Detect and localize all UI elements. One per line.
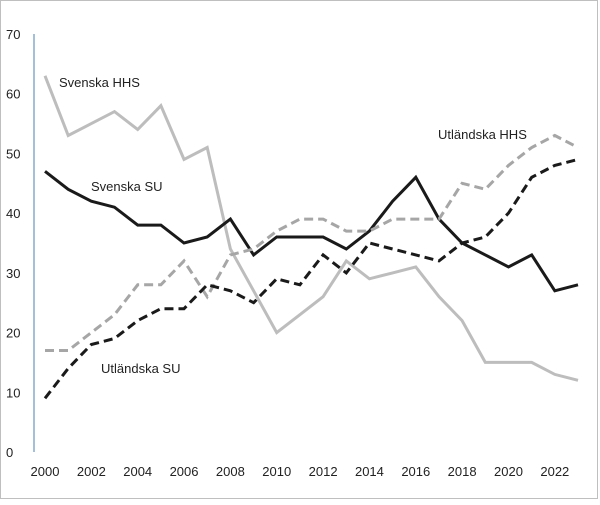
y-tick-label: 70 [6,27,20,42]
series-line-utlandska-su [43,157,579,400]
y-tick-label: 20 [6,326,20,341]
series-label: Utländska HHS [438,127,527,142]
y-tick-label: 40 [6,206,20,221]
y-tick-label: 30 [6,266,20,281]
series-line-utlandska-hhs [45,133,579,352]
x-tick-label: 2016 [401,464,430,479]
x-tick-label: 2004 [123,464,152,479]
series-label: Utländska SU [101,361,180,376]
x-tick-label: 2020 [494,464,523,479]
series-lines [43,75,579,400]
y-axis: 0 10 20 30 40 50 60 70 [6,27,35,460]
series-line-svenska-su [44,170,579,293]
series-label: Svenska HHS [59,75,140,90]
y-tick-label: 60 [6,87,20,102]
x-tick-label: 2006 [170,464,199,479]
x-tick-label: 2012 [309,464,338,479]
series-labels: Svenska HHS Svenska SU Utländska HHS Utländ… [59,75,527,376]
x-tick-label: 2018 [448,464,477,479]
y-tick-label: 0 [6,445,13,460]
series-line-svenska-hhs [43,75,579,382]
x-tick-label: 2002 [77,464,106,479]
x-tick-label: 2000 [31,464,60,479]
y-tick-label: 10 [6,385,20,400]
series-label: Svenska SU [91,179,163,194]
x-axis: 2000 2002 2004 2006 2008 2010 2012 2014 2016 2018… [31,464,570,479]
x-tick-label: 2010 [262,464,291,479]
y-tick-label: 50 [6,146,20,161]
x-tick-label: 2008 [216,464,245,479]
x-tick-label: 2014 [355,464,384,479]
x-tick-label: 2022 [540,464,569,479]
